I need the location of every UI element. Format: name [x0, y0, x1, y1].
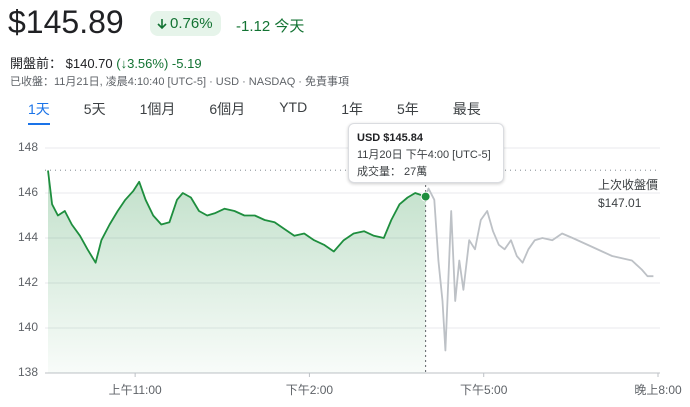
hover-point: [420, 191, 431, 202]
tooltip: USD $145.84 11月20日 下午4:00 [UTC-5] 成交量： 27萬: [348, 123, 504, 183]
reference-text: 上次收盤價: [598, 178, 659, 192]
tooltip-time: 11月20日 下午4:00 [UTC-5]: [357, 149, 491, 161]
change-badge: 0.76%: [150, 11, 221, 36]
status: 已收盤：11月21日, 凌晨4:10:40 [UTC-5] · USD · NA…: [10, 76, 350, 88]
range-tab[interactable]: 1個月: [139, 101, 176, 117]
y-tick-label: 138: [18, 365, 38, 379]
y-tick-label: 148: [18, 140, 38, 154]
change: -1.12 今天: [236, 15, 304, 36]
tooltip-label: USD $145.84: [357, 132, 424, 144]
premarket: 開盤前： $140.70 (↓3.56%) -5.19: [10, 53, 202, 72]
tooltip-volume: 成交量： 27萬: [357, 166, 428, 178]
range-tab[interactable]: 5天: [83, 101, 106, 117]
y-tick-label: 140: [18, 320, 38, 334]
premarket-label: 開盤前：: [10, 56, 63, 71]
y-tick-label: 142: [18, 275, 38, 289]
area: [48, 170, 426, 373]
change-abs: -1.12: [236, 18, 271, 35]
x-tick-label: 上午11:00: [109, 383, 162, 397]
range-tabs: 1天 5天 1個月 6個月 YTD 1年 5年 最長: [28, 99, 515, 125]
premarket-price: $140.70: [65, 56, 113, 71]
range-tab[interactable]: 6個月: [209, 101, 246, 117]
change-period: 今天: [274, 18, 305, 35]
price-line: [47, 170, 426, 264]
change-pct: 0.76%: [170, 15, 213, 32]
range-tab[interactable]: 最長: [452, 101, 481, 117]
reference-value: $147.01: [598, 196, 642, 210]
reference-label: 上次收盤價 $147.01: [598, 176, 658, 212]
price: $145.89: [8, 4, 124, 40]
range-tab[interactable]: 1天: [28, 99, 50, 125]
premarket-change-pct: (↓3.56%): [116, 56, 169, 71]
range-tab[interactable]: 1年: [341, 101, 363, 117]
x-tick-label: 下午5:00: [460, 383, 508, 397]
x-tick-label: 晚上8:00: [634, 383, 682, 397]
y-tick-label: 146: [18, 185, 38, 199]
price-line: [424, 187, 654, 352]
down-arrow: [157, 18, 167, 29]
y-tick-label: 144: [18, 230, 38, 244]
premarket-change-abs: -5.19: [171, 56, 202, 71]
range-tab[interactable]: 5年: [396, 101, 419, 117]
range-tab[interactable]: YTD: [279, 99, 308, 115]
x-tick-label: 下午2:00: [286, 383, 334, 397]
